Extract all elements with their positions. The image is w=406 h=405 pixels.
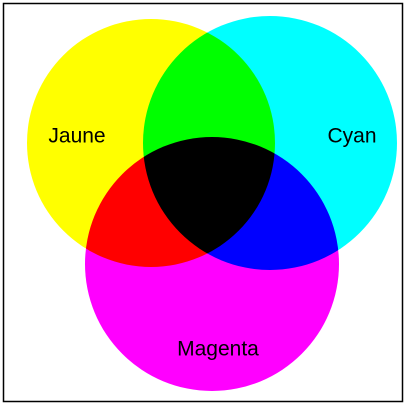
circles [27, 16, 397, 391]
yellow-label: Jaune [48, 125, 105, 148]
magenta-label: Magenta [177, 338, 259, 361]
cyan-label: Cyan [327, 125, 376, 148]
magenta-circle [85, 137, 339, 391]
